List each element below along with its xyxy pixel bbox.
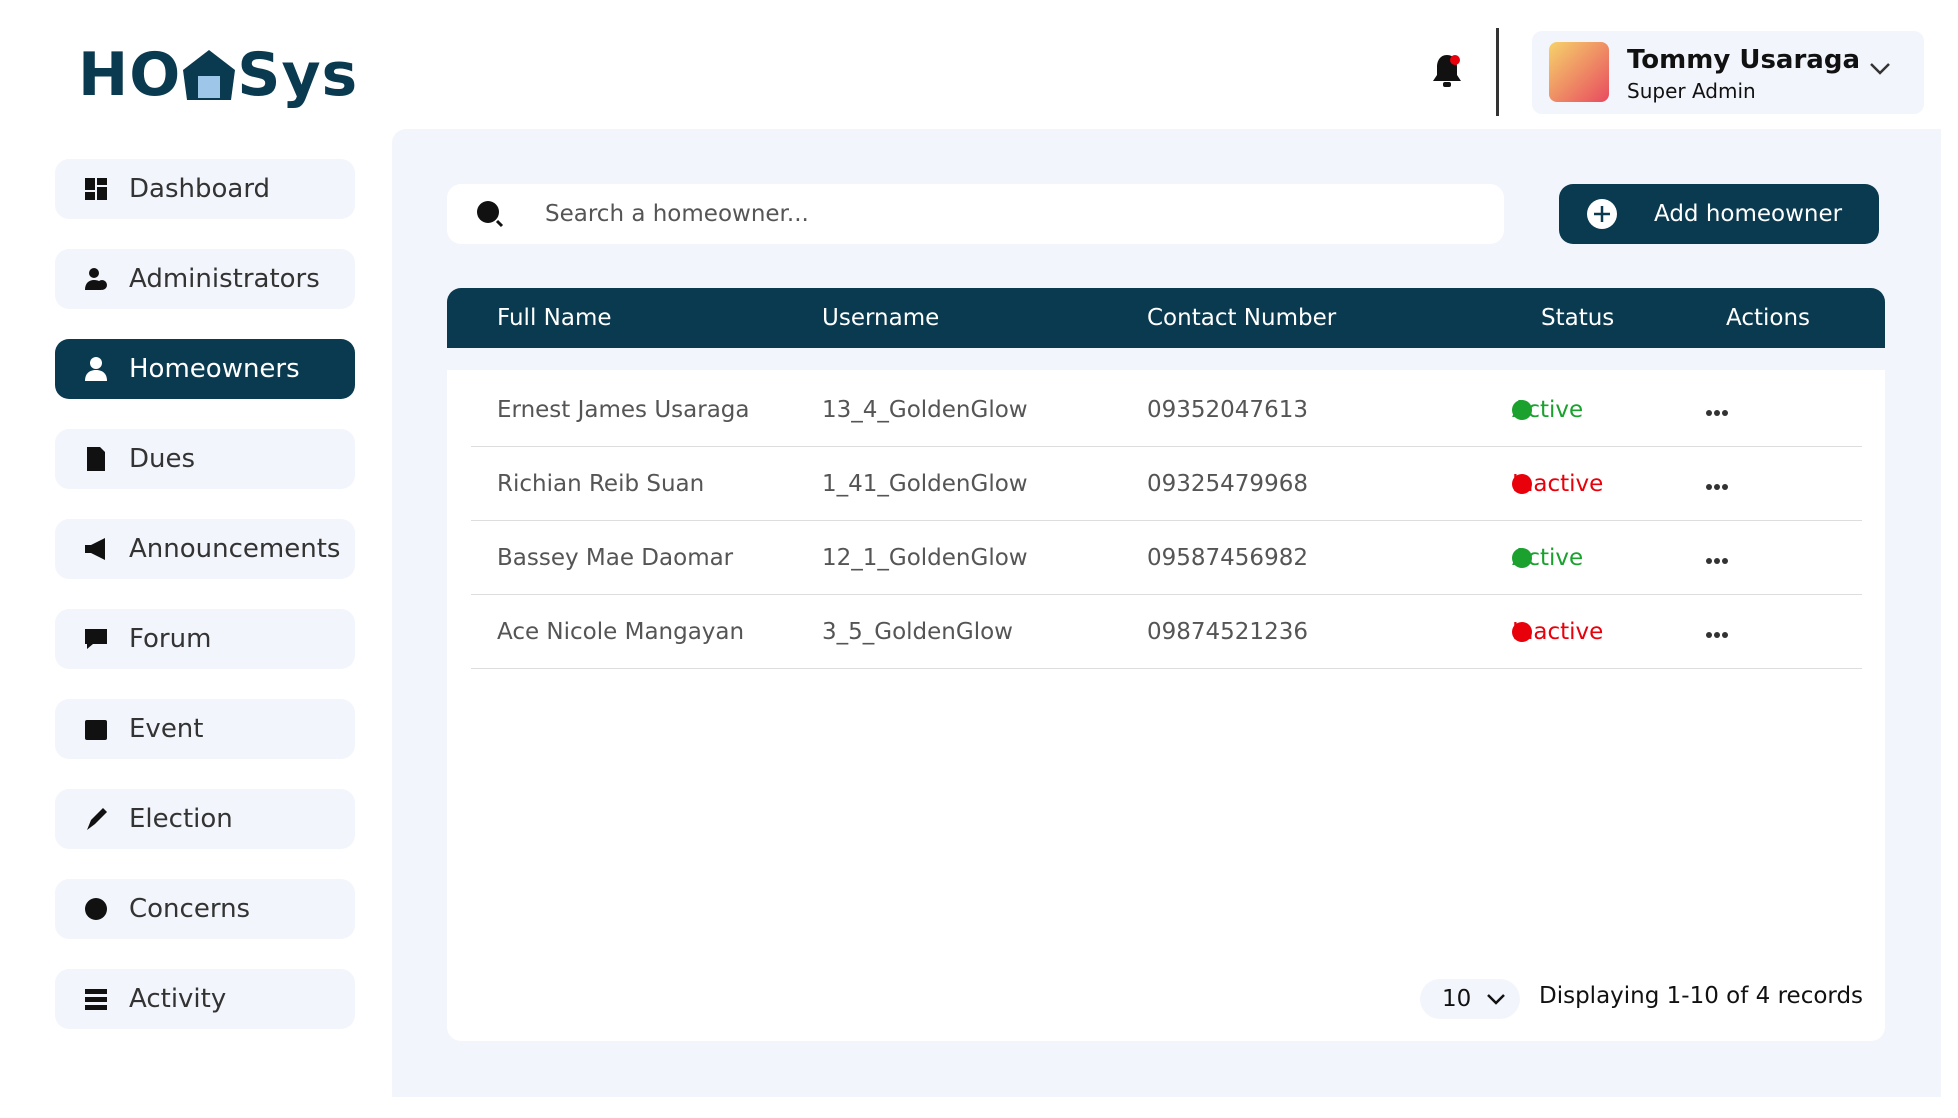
nav-icon	[85, 989, 107, 1010]
nav-icon	[85, 357, 107, 381]
status-label: Inactive	[1512, 470, 1604, 497]
full-name: Bassey Mae Daomar	[497, 544, 734, 571]
nav-item[interactable]: Homeowners	[55, 339, 355, 399]
status-label: Active	[1512, 544, 1584, 571]
contact-number: 09352047613	[1147, 396, 1308, 423]
nav-item[interactable]: Administrators	[55, 249, 355, 309]
status-dot	[1512, 399, 1532, 420]
add-button[interactable]: Add homeowner	[1559, 184, 1879, 244]
divider	[1496, 28, 1499, 116]
search-bar[interactable]: Search a homeowner...	[447, 184, 1504, 244]
username: 1_41_GoldenGlow	[822, 470, 1028, 497]
plus-icon	[1587, 199, 1617, 229]
table-body: Ernest James Usaraga 13_4_GoldenGlow 09352…	[447, 370, 1885, 1041]
user-name: Tommy Usaraga	[1627, 45, 1860, 75]
actions-menu[interactable]	[1705, 545, 1729, 571]
nav-label: Election	[129, 804, 233, 834]
nav-item[interactable]: Announcements	[55, 519, 355, 579]
nav-item[interactable]: Concerns	[55, 879, 355, 939]
column-header: Full Name	[497, 305, 612, 331]
nav-label: Concerns	[129, 894, 251, 924]
full-name: Ernest James Usaraga	[497, 396, 750, 423]
table-header: Full Name Username Contact Number Status Act…	[447, 288, 1885, 348]
nav-item[interactable]: Forum	[55, 609, 355, 669]
search-icon	[477, 201, 504, 228]
column-header: Status	[1541, 305, 1615, 331]
table-row: Ace Nicole Mangayan 3_5_GoldenGlow 0987452…	[471, 595, 1862, 669]
actions-menu[interactable]	[1705, 397, 1729, 423]
nav-label: Activity	[129, 984, 227, 1014]
nav-label: Administrators	[129, 264, 320, 294]
profile-card[interactable]: Tommy Usaraga Super Admin	[1532, 31, 1924, 114]
user-role: Super Admin	[1627, 79, 1756, 103]
full-name: Richian Reib Suan	[497, 470, 705, 497]
nav-icon	[87, 447, 105, 471]
dots-icon	[1706, 483, 1728, 490]
avatar	[1549, 42, 1609, 102]
status-dot	[1512, 621, 1532, 642]
actions-menu[interactable]	[1705, 471, 1729, 497]
logo-text: HO	[78, 40, 182, 110]
full-name: Ace Nicole Mangayan	[497, 618, 745, 645]
contact-number: 09874521236	[1147, 618, 1308, 645]
nav-icon	[85, 629, 107, 649]
nav-item[interactable]: Event	[55, 699, 355, 759]
contact-number: 09325479968	[1147, 470, 1308, 497]
chevron	[1487, 994, 1506, 1005]
table-row: Bassey Mae Daomar 12_1_GoldenGlow 09587456…	[471, 521, 1862, 595]
logo-house	[183, 50, 236, 100]
logo-text: Sys	[237, 40, 359, 110]
nav-item[interactable]: Election	[55, 789, 355, 849]
nav-icon	[87, 808, 107, 830]
bell-icon[interactable]	[1430, 52, 1464, 90]
nav-label: Announcements	[129, 534, 341, 564]
dots-icon	[1706, 557, 1728, 564]
status-dot	[1512, 473, 1532, 494]
logo: HO Sys	[78, 40, 358, 110]
add-button-label: Add homeowner	[1654, 201, 1843, 227]
nav-label: Homeowners	[129, 354, 300, 384]
nav-item[interactable]: Dashboard	[55, 159, 355, 219]
status-label: Active	[1512, 396, 1584, 423]
column-header: Contact Number	[1147, 305, 1337, 331]
username: 3_5_GoldenGlow	[822, 618, 1013, 645]
page-size-select[interactable]: 10	[1420, 979, 1520, 1019]
nav-icon	[85, 178, 107, 200]
column-header: Actions	[1726, 305, 1811, 331]
column-header: Username	[822, 305, 940, 331]
records-summary: Displaying 1-10 of 4 records	[1539, 983, 1864, 1009]
nav-label: Forum	[129, 624, 212, 654]
table-row: Ernest James Usaraga 13_4_GoldenGlow 09352…	[471, 373, 1862, 447]
search-placeholder: Search a homeowner...	[545, 201, 809, 227]
nav-icon	[85, 898, 107, 920]
status-dot	[1512, 547, 1532, 568]
contact-number: 09587456982	[1147, 544, 1308, 571]
dots-icon	[1706, 409, 1728, 416]
nav-icon	[85, 268, 107, 290]
page-size: 10	[1442, 986, 1472, 1012]
username: 13_4_GoldenGlow	[822, 396, 1028, 423]
nav-label: Dues	[129, 444, 196, 474]
nav-icon	[85, 538, 105, 560]
dots-icon	[1706, 631, 1728, 638]
username: 12_1_GoldenGlow	[822, 544, 1028, 571]
status-label: Inactive	[1512, 618, 1604, 645]
nav-icon	[85, 720, 107, 740]
nav-item[interactable]: Dues	[55, 429, 355, 489]
nav-item[interactable]: Activity	[55, 969, 355, 1029]
nav-label: Event	[129, 714, 204, 744]
nav-label: Dashboard	[129, 174, 271, 204]
table-row: Richian Reib Suan 1_41_GoldenGlow 09325479…	[471, 447, 1862, 521]
chevron	[1870, 63, 1890, 75]
actions-menu[interactable]	[1705, 619, 1729, 645]
